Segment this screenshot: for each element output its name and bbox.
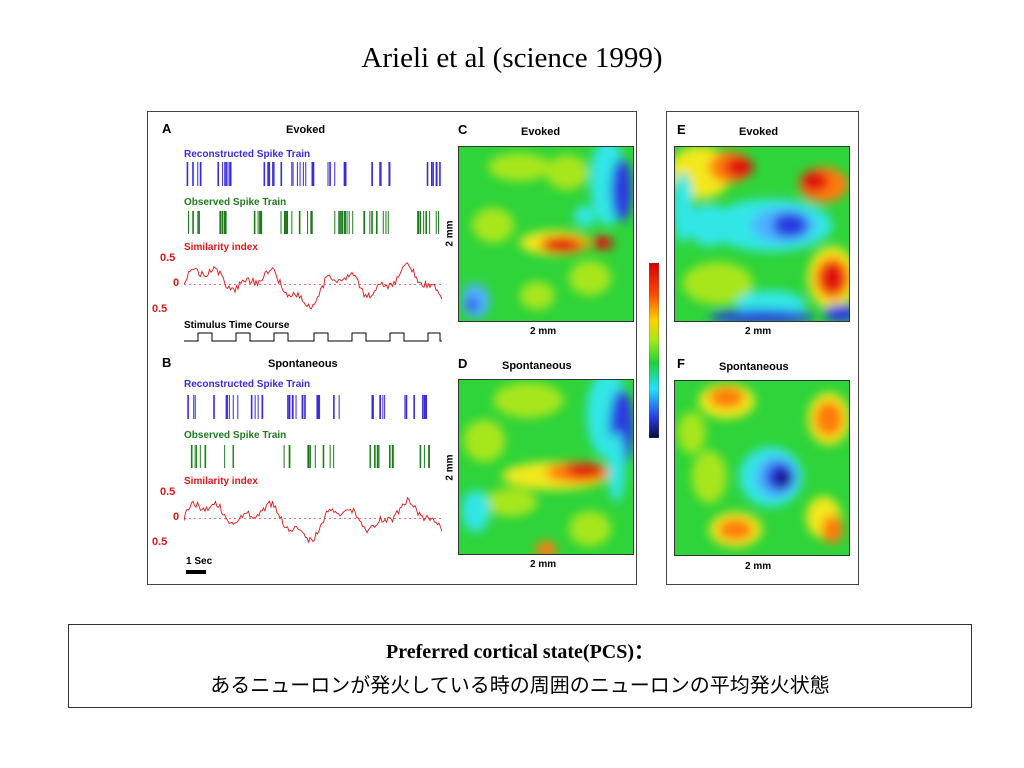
- panel-b-letter: B: [162, 355, 172, 370]
- map-blob: [820, 262, 845, 294]
- colorbar-gradient: [649, 263, 659, 438]
- map-blob: [674, 172, 694, 243]
- caption-box: Preferred cortical state(PCS)： あるニューロンが発…: [68, 624, 972, 708]
- map-blob: [688, 204, 731, 247]
- panel-b-tick-top: 0.5: [160, 486, 176, 498]
- panel-b-similarity-label: Similarity index: [184, 476, 258, 487]
- panel-c-y-label: 2 mm: [444, 220, 456, 247]
- panel-a-title: Evoked: [286, 124, 326, 136]
- panel-a-reconstructed-label: Reconstructed Spike Train: [184, 149, 311, 160]
- panel-a-reconstructed-spike-train: [186, 162, 441, 186]
- map-blob: [776, 469, 791, 488]
- panel-b-tick-mid: 0: [173, 511, 180, 523]
- map-blob: [821, 515, 843, 544]
- panel-a-observed-label: Observed Spike Train: [184, 197, 287, 208]
- map-blob: [542, 237, 578, 252]
- map-blob: [718, 519, 754, 541]
- panel-d-y-label: 2 mm: [444, 454, 456, 481]
- map-blob: [682, 262, 754, 305]
- map-blob: [484, 488, 538, 517]
- panel-b-reconstructed-label: Reconstructed Spike Train: [184, 379, 311, 390]
- panel-b-observed-label: Observed Spike Train: [184, 430, 287, 441]
- panel-b-title: Spontaneous: [268, 358, 338, 370]
- map-blob: [725, 156, 754, 178]
- panel-a-stimulus-time-course: [184, 332, 442, 342]
- caption-title: Preferred cortical state(PCS)：: [385, 641, 655, 663]
- map-blob: [535, 540, 557, 555]
- slide-title: Arieli et al (science 1999): [361, 42, 663, 74]
- map-blob: [677, 411, 706, 454]
- panel-f-activity-map: [674, 380, 850, 556]
- panel-a-observed-spike-train: [188, 211, 440, 234]
- panel-c-x-label: 2 mm: [530, 326, 557, 337]
- panel-b-similarity-trace: [184, 496, 442, 544]
- map-blob: [772, 212, 808, 238]
- panel-d-title: Spontaneous: [502, 360, 572, 372]
- scale-bar: [186, 570, 206, 574]
- map-blob: [611, 158, 633, 222]
- similarity-line: [184, 262, 442, 310]
- panel-e-x-label: 2 mm: [745, 326, 772, 337]
- map-blob: [546, 154, 589, 190]
- similarity-line: [184, 496, 442, 544]
- map-blob: [814, 401, 843, 437]
- panel-a-similarity-label: Similarity index: [184, 242, 258, 253]
- panel-f-x-label: 2 mm: [745, 561, 772, 572]
- map-blob: [591, 235, 613, 250]
- panel-d-x-label: 2 mm: [530, 559, 557, 570]
- map-blob: [461, 489, 490, 533]
- map-blob: [463, 419, 506, 462]
- map-blob: [709, 309, 815, 322]
- panel-c-letter: C: [458, 122, 468, 137]
- map-blob: [487, 153, 552, 182]
- map-border: [674, 146, 850, 322]
- map-blob: [567, 463, 603, 478]
- colorbar: [649, 263, 659, 438]
- panel-c-title: Evoked: [521, 126, 561, 138]
- map-blob: [466, 297, 478, 312]
- map-blob: [607, 431, 626, 503]
- map-blob: [823, 304, 850, 322]
- panel-e-activity-map: [674, 146, 850, 322]
- panel-c-activity-map: [458, 146, 634, 322]
- map-border: [674, 380, 850, 556]
- map-blob: [691, 450, 727, 504]
- panel-a-tick-top: 0.5: [160, 252, 176, 264]
- panel-d-letter: D: [458, 356, 468, 371]
- stimulus-line: [184, 332, 442, 342]
- map-blob: [709, 387, 745, 409]
- panel-a-tick-bottom: 0.5: [152, 303, 168, 315]
- map-border: [458, 146, 634, 322]
- scale-bar-label: 1 Sec: [186, 556, 213, 567]
- map-border: [458, 379, 634, 555]
- panel-b-reconstructed-spike-train: [187, 395, 427, 419]
- map-blob: [519, 281, 555, 310]
- map-blob: [493, 382, 564, 418]
- figure-panels-abcd: A Evoked Reconstructed Spike Train Obser…: [147, 111, 637, 585]
- figure-panels-ef: E Evoked 2 mm F Spontaneous 2 mm: [666, 111, 859, 585]
- map-blob: [568, 260, 612, 296]
- map-blob: [574, 205, 596, 227]
- map-blob: [472, 207, 515, 243]
- panel-f-title: Spontaneous: [719, 361, 789, 373]
- panel-d-activity-map: [458, 379, 634, 555]
- panel-a-similarity-trace: [184, 262, 442, 310]
- caption-description: あるニューロンが発火している時の周囲のニューロンの平均発火状態: [210, 673, 830, 697]
- panel-a-letter: A: [162, 121, 172, 136]
- panel-b-tick-bottom: 0.5: [152, 536, 168, 548]
- panel-e-title: Evoked: [739, 126, 779, 138]
- map-blob: [568, 511, 612, 547]
- panel-a-tick-mid: 0: [173, 277, 180, 289]
- panel-a-stimulus-label: Stimulus Time Course: [184, 320, 290, 331]
- panel-f-letter: F: [677, 356, 685, 371]
- panel-b-observed-spike-train: [190, 445, 430, 468]
- map-blob: [800, 170, 829, 192]
- panel-e-letter: E: [677, 122, 686, 137]
